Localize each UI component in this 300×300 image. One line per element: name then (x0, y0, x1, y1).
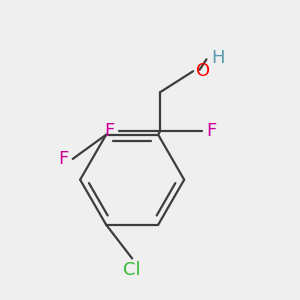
Text: O: O (196, 62, 210, 80)
Text: Cl: Cl (123, 262, 141, 280)
Text: F: F (206, 122, 217, 140)
Text: F: F (104, 122, 114, 140)
Text: F: F (58, 150, 68, 168)
Text: H: H (211, 49, 224, 67)
